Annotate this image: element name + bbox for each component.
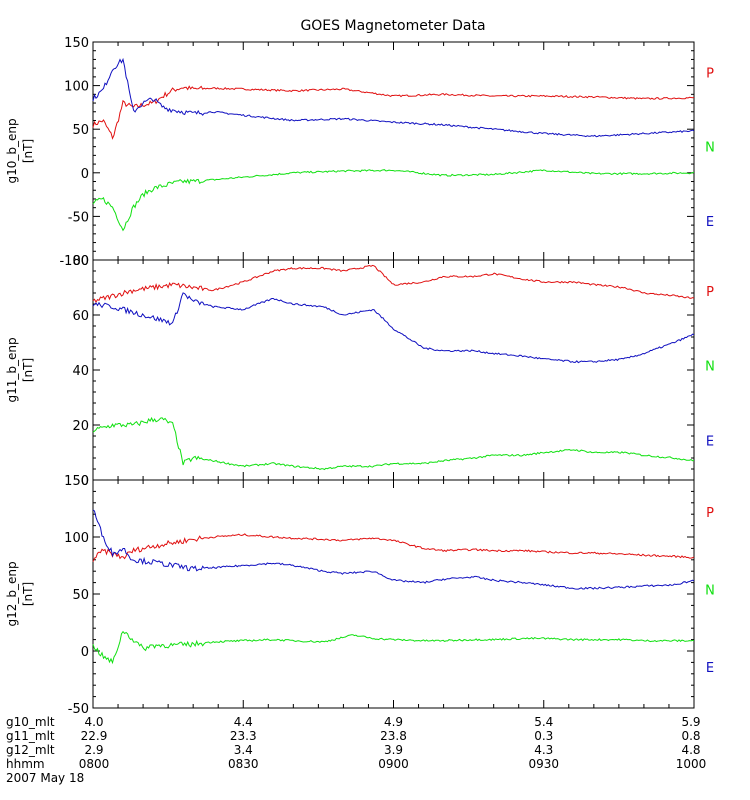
legend-label-N: N <box>705 141 715 156</box>
y-axis-unit: [nT] <box>21 139 35 163</box>
legend-label-N: N <box>705 583 715 598</box>
y-tick-label: -100 <box>59 254 89 269</box>
bottom-row-value: 0930 <box>528 757 559 771</box>
series-line-N-panel-3 <box>92 630 695 665</box>
series-line-E-panel-2 <box>92 292 695 364</box>
y-tick-label: 100 <box>64 531 89 546</box>
y-axis-label: g12_b_enp <box>5 561 19 626</box>
bottom-row-value: 4.8 <box>681 743 700 757</box>
bottom-row-value: 0830 <box>228 757 259 771</box>
bottom-row-value: 0.3 <box>534 729 553 743</box>
y-tick-label: 0 <box>81 645 89 660</box>
bottom-row-value: 23.8 <box>380 729 407 743</box>
series-line-N-panel-2 <box>92 416 695 471</box>
series-line-P-panel-3 <box>92 533 695 562</box>
y-tick-label: -50 <box>68 210 89 225</box>
bottom-row-value: 3.9 <box>384 743 403 757</box>
bottom-row-value: 22.9 <box>81 729 108 743</box>
y-tick-label: 20 <box>72 419 89 434</box>
bottom-row-value: 0.8 <box>681 729 700 743</box>
panel-frame-1 <box>92 41 695 261</box>
bottom-row-value: 1000 <box>676 757 707 771</box>
legend-label-N: N <box>705 360 715 375</box>
series-line-E-panel-3 <box>92 509 695 590</box>
y-axis-label: g10_b_enp <box>5 118 19 183</box>
legend-label-E: E <box>706 215 714 230</box>
bottom-row-value: 3.4 <box>234 743 253 757</box>
bottom-row-value: 2.9 <box>84 743 103 757</box>
y-tick-label: 0 <box>81 167 89 182</box>
y-tick-label: 40 <box>72 364 89 379</box>
bottom-row-value: 0800 <box>79 757 110 771</box>
y-tick-label: 150 <box>64 474 89 489</box>
date-label: 2007 May 18 <box>6 771 84 785</box>
legend-label-P: P <box>706 506 714 521</box>
panel-frame-3 <box>92 479 695 709</box>
y-axis-unit: [nT] <box>21 582 35 606</box>
legend-label-P: P <box>706 67 714 82</box>
y-tick-label: 100 <box>64 80 89 95</box>
series-line-P-panel-1 <box>92 85 695 140</box>
series-line-N-panel-1 <box>92 169 695 232</box>
bottom-row-label: g12_mlt <box>6 743 55 757</box>
bottom-row-value: 4.9 <box>384 715 403 729</box>
y-tick-label: 0 <box>81 474 89 489</box>
y-tick-label: 80 <box>72 254 89 269</box>
bottom-row-value: 0900 <box>378 757 409 771</box>
bottom-row-label: g11_mlt <box>6 729 55 743</box>
chart-title: GOES Magnetometer Data <box>300 18 485 34</box>
bottom-row-label: hhmm <box>6 757 45 771</box>
y-tick-label: 50 <box>72 588 89 603</box>
bottom-row-value: 4.4 <box>234 715 253 729</box>
bottom-row-value: 4.0 <box>84 715 103 729</box>
legend-label-E: E <box>706 661 714 676</box>
bottom-row-value: 5.9 <box>681 715 700 729</box>
y-tick-label: 150 <box>64 36 89 51</box>
bottom-row-value: 5.4 <box>534 715 553 729</box>
y-tick-label: -50 <box>68 702 89 717</box>
bottom-row-value: 23.3 <box>230 729 257 743</box>
series-line-E-panel-1 <box>92 57 695 138</box>
y-tick-label: 60 <box>72 309 89 324</box>
y-tick-label: 50 <box>72 123 89 138</box>
y-axis-unit: [nT] <box>21 358 35 382</box>
legend-label-P: P <box>706 285 714 300</box>
legend-label-E: E <box>706 434 714 449</box>
bottom-row-label: g10_mlt <box>6 715 55 729</box>
y-axis-label: g11_b_enp <box>5 337 19 402</box>
bottom-row-value: 4.3 <box>534 743 553 757</box>
series-line-P-panel-2 <box>92 264 695 303</box>
